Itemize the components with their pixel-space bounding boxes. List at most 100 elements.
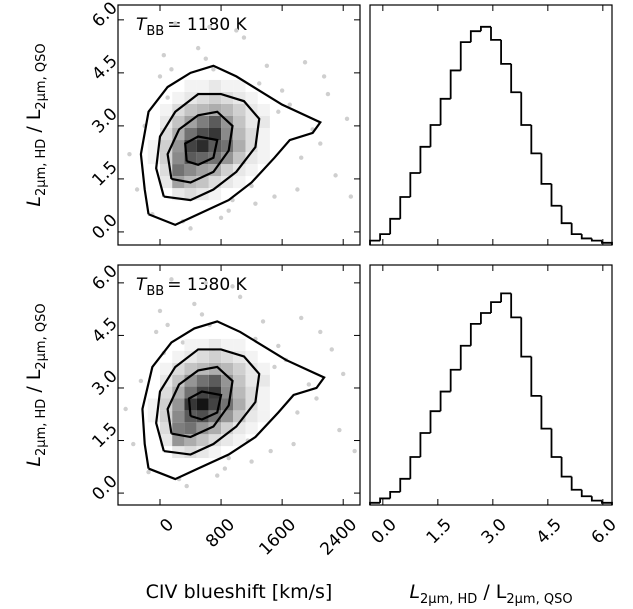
- histogram-bin: [399, 477, 411, 492]
- histogram-bin: [550, 183, 562, 207]
- point: [211, 67, 216, 72]
- histogram-bin: [580, 489, 592, 498]
- density-cell: [245, 350, 258, 363]
- density-cell: [172, 350, 185, 363]
- histogram-bin: [560, 205, 572, 225]
- annotation: TBB = 1380 K: [136, 275, 248, 299]
- point: [276, 109, 281, 114]
- histogram-bin: [399, 196, 411, 219]
- histogram-bin: [560, 457, 572, 478]
- density-cell: [208, 434, 222, 447]
- histogram-bin: [601, 240, 613, 245]
- point: [249, 183, 254, 189]
- point: [279, 88, 285, 93]
- density-cell: [196, 398, 209, 411]
- density-cell: [245, 115, 258, 129]
- density-cell: [184, 362, 197, 375]
- histogram-bin: [500, 292, 512, 303]
- point: [165, 95, 170, 100]
- density-cell: [257, 140, 270, 153]
- histogram-bin: [550, 428, 562, 458]
- y-tick-label: 0.0: [88, 472, 121, 505]
- histogram-bin: [379, 497, 391, 503]
- density-cell: [208, 386, 222, 399]
- y-tick-label: 6.0: [88, 0, 121, 32]
- point: [260, 319, 266, 324]
- x-tick-label: 1.5: [423, 515, 456, 548]
- y-tick-label: 3.0: [88, 104, 121, 137]
- point: [299, 315, 304, 321]
- density-cell: [196, 350, 209, 363]
- point: [134, 187, 140, 192]
- density-cell: [172, 410, 185, 423]
- density-cell: [245, 422, 258, 435]
- density-cell: [208, 422, 222, 435]
- density-cell: [221, 79, 234, 92]
- density-cell: [233, 140, 246, 153]
- point: [253, 201, 258, 206]
- histogram-bin: [419, 145, 431, 173]
- histogram-bin: [540, 153, 552, 185]
- point: [138, 378, 144, 384]
- point: [192, 301, 197, 307]
- density-cell: [221, 164, 234, 177]
- point: [169, 277, 174, 282]
- density-cell: [172, 386, 185, 399]
- histogram-bin: [469, 30, 481, 43]
- histogram-bin: [459, 41, 471, 71]
- histogram-bin: [439, 390, 451, 412]
- point: [325, 91, 331, 97]
- x-tick-label: 2400: [316, 515, 361, 560]
- density-cell: [184, 434, 197, 447]
- point: [249, 459, 254, 464]
- point: [218, 215, 224, 220]
- histogram-bin: [480, 312, 491, 324]
- density-cell: [159, 434, 173, 447]
- density-cell: [172, 362, 185, 375]
- density-cell: [257, 386, 270, 399]
- y-tick-label: 6.0: [88, 261, 121, 294]
- point: [184, 483, 189, 489]
- density-cell: [257, 115, 270, 129]
- point: [188, 226, 193, 231]
- point: [352, 448, 357, 454]
- point: [348, 194, 354, 199]
- histogram-bin: [369, 239, 381, 245]
- point: [157, 74, 163, 79]
- density-cell: [208, 362, 222, 375]
- density-cell: [245, 398, 258, 411]
- point: [314, 396, 319, 401]
- histogram-bin: [510, 63, 522, 94]
- density-cell: [233, 152, 246, 165]
- point: [272, 194, 277, 199]
- y-axis-label: L2μm, HD / L2μm, QSO: [23, 43, 49, 206]
- histogram-bin: [510, 293, 522, 319]
- point: [123, 406, 128, 412]
- density-cell: [172, 374, 185, 387]
- density-cell: [184, 128, 197, 141]
- density-cell: [159, 410, 173, 423]
- x-tick-label: 800: [202, 515, 239, 552]
- x-tick-label: 0.0: [368, 515, 401, 548]
- histogram-bin: [389, 217, 401, 235]
- density-cell: [196, 115, 209, 129]
- density-cell: [208, 446, 222, 459]
- density-cell: [147, 398, 160, 411]
- point: [318, 329, 323, 335]
- density-cell: [221, 103, 234, 116]
- histogram-bin: [500, 39, 512, 65]
- histogram-bin: [490, 301, 502, 313]
- histogram-bin: [459, 344, 471, 370]
- density-cell: [245, 362, 258, 375]
- point: [161, 52, 167, 58]
- density-cell: [147, 410, 160, 423]
- point: [153, 329, 159, 335]
- density-cell: [233, 362, 246, 375]
- density-cell: [159, 115, 173, 129]
- point: [173, 21, 178, 26]
- density-cell: [208, 338, 222, 351]
- density-cell: [233, 164, 246, 177]
- y-tick-label: 3.0: [88, 366, 121, 399]
- density-cell: [221, 152, 234, 165]
